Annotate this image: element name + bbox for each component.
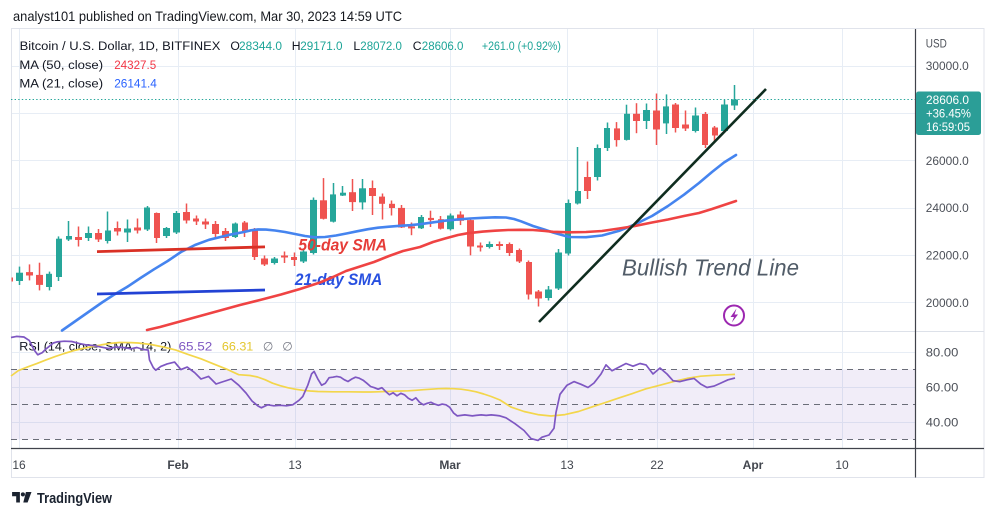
svg-text:H: H (292, 39, 301, 53)
svg-text:24000.0: 24000.0 (926, 201, 969, 215)
svg-text:10: 10 (835, 458, 849, 472)
svg-text:MA (21, close): MA (21, close) (19, 77, 103, 91)
svg-text:30000.0: 30000.0 (926, 59, 969, 73)
svg-text:Mar: Mar (439, 458, 461, 472)
svg-text:60.00: 60.00 (926, 381, 959, 395)
svg-text:TradingView: TradingView (37, 490, 112, 507)
svg-text:22: 22 (650, 458, 664, 472)
svg-text:13: 13 (288, 458, 302, 472)
svg-text:USD: USD (926, 36, 947, 50)
svg-text:∅: ∅ (282, 340, 293, 354)
svg-text:28072.0: 28072.0 (360, 39, 402, 53)
svg-text:∅: ∅ (263, 340, 274, 354)
svg-text:28344.0: 28344.0 (239, 39, 282, 53)
svg-text:66.31: 66.31 (222, 340, 254, 354)
svg-text:+36.45%: +36.45% (926, 106, 971, 120)
svg-text:20000.0: 20000.0 (926, 296, 969, 310)
svg-text:Apr: Apr (743, 458, 764, 472)
svg-text:MA (50, close): MA (50, close) (19, 58, 103, 72)
svg-text:Bullish Trend Line: Bullish Trend Line (622, 255, 799, 281)
svg-text:28606.0: 28606.0 (926, 93, 969, 107)
svg-text:26141.4: 26141.4 (114, 77, 157, 91)
svg-text:Feb: Feb (167, 458, 188, 472)
svg-text:24327.5: 24327.5 (114, 58, 156, 72)
svg-text:16: 16 (12, 458, 26, 472)
svg-text:29171.0: 29171.0 (300, 39, 343, 53)
svg-text:+261.0 (+0.92%): +261.0 (+0.92%) (482, 39, 561, 53)
svg-text:analyst101 published on Tradin: analyst101 published on TradingView.com,… (13, 8, 402, 24)
svg-text:26000.0: 26000.0 (926, 154, 969, 168)
svg-text:22000.0: 22000.0 (926, 249, 969, 263)
svg-text:13: 13 (560, 458, 574, 472)
svg-text:28606.0: 28606.0 (422, 39, 464, 53)
svg-text:Bitcoin / U.S. Dollar, 1D, BIT: Bitcoin / U.S. Dollar, 1D, BITFINEX (20, 39, 221, 53)
svg-text:40.00: 40.00 (926, 416, 959, 430)
svg-text:80.00: 80.00 (926, 346, 959, 360)
svg-text:O: O (230, 39, 239, 53)
svg-text:C: C (413, 39, 422, 53)
svg-text:50-day SMA: 50-day SMA (298, 237, 387, 255)
svg-text:L: L (353, 39, 360, 53)
svg-text:65.52: 65.52 (179, 340, 213, 354)
svg-text:16:59:05: 16:59:05 (926, 120, 970, 134)
